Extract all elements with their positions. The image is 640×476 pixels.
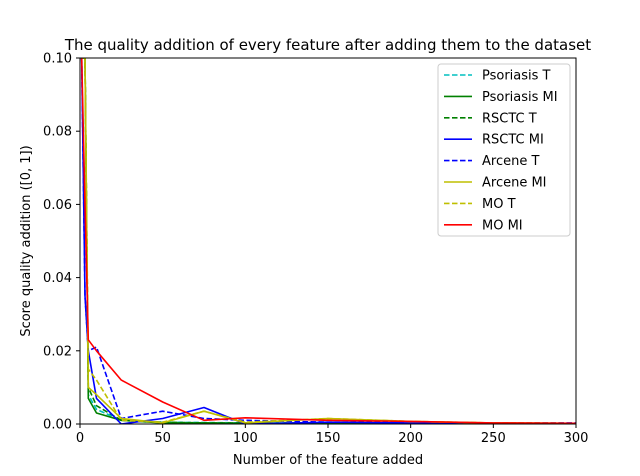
y-tick-label: 0.08 <box>43 125 72 140</box>
legend-label-rsctc-t: RSCTC T <box>482 111 537 126</box>
x-tick-label: 300 <box>564 431 589 446</box>
x-tick-label: 100 <box>233 431 258 446</box>
y-axis-label: Score quality addition ([0, 1]) <box>19 145 34 336</box>
legend-label-mo-mi: MO MI <box>482 218 523 233</box>
y-tick-label: 0.04 <box>43 271 72 286</box>
legend: Psoriasis T Psoriasis MI RSCTC T RSCTC MI Ar… <box>437 63 571 237</box>
legend-label-arcene-t: Arcene T <box>482 154 539 169</box>
x-tick-label: 250 <box>481 431 506 446</box>
x-tick-label: 50 <box>154 431 171 446</box>
y-tick-label: 0.10 <box>43 52 72 67</box>
chart-title: The quality addition of every feature af… <box>64 36 591 54</box>
legend-label-psoriasis-mi: Psoriasis MI <box>482 90 558 105</box>
legend-frame <box>437 63 571 237</box>
y-tick-label: 0.00 <box>43 418 72 433</box>
x-tick-label: 150 <box>316 431 341 446</box>
x-axis-label: Number of the feature added <box>233 453 423 468</box>
axis-ticks: 0 50 100 150 200 250 300 0.00 0.02 0.04 0.06 0.08 0.… <box>43 52 588 447</box>
series-line-mo-mi <box>80 58 576 424</box>
legend-label-mo-t: MO T <box>482 197 516 212</box>
y-tick-label: 0.02 <box>43 344 72 359</box>
series-layer <box>80 58 576 424</box>
legend-label-rsctc-mi: RSCTC MI <box>482 133 544 148</box>
x-tick-label: 200 <box>398 431 423 446</box>
legend-label-psoriasis-t: Psoriasis T <box>482 69 551 84</box>
x-tick-label: 0 <box>76 431 84 446</box>
legend-label-arcene-mi: Arcene MI <box>482 176 547 191</box>
y-tick-label: 0.06 <box>43 198 72 213</box>
